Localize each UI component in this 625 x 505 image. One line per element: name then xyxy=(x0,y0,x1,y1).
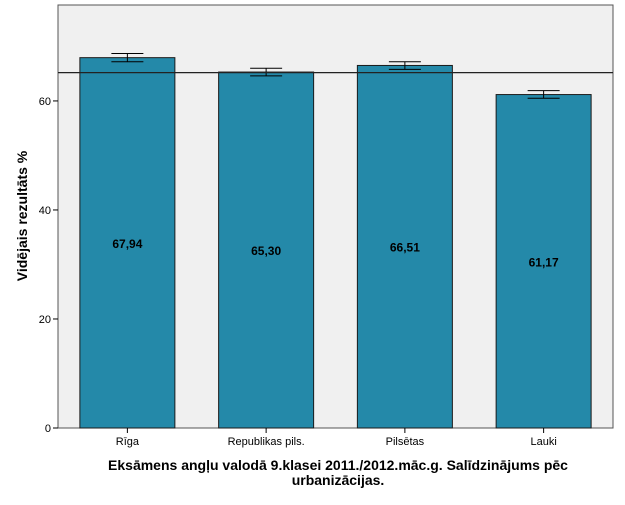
x-tick-label: Rīga xyxy=(116,436,140,448)
x-tick-label: Lauki xyxy=(530,436,556,448)
y-tick-label: 20 xyxy=(39,314,51,326)
y-tick-label: 40 xyxy=(39,205,51,217)
chart-title-line-1: Eksāmens angļu valodā 9.klasei 2011./201… xyxy=(108,457,568,473)
x-tick-label: Pilsētas xyxy=(386,436,425,448)
y-tick-label: 0 xyxy=(45,423,51,435)
data-label: 61,17 xyxy=(529,255,559,269)
data-label: 66,51 xyxy=(390,241,420,255)
bar-3 xyxy=(495,94,592,429)
chart-title-line-2: urbanizācijas. xyxy=(292,472,385,488)
data-label: 67,94 xyxy=(112,237,142,251)
data-label: 65,30 xyxy=(251,244,281,258)
x-tick-label: Republikas pils. xyxy=(228,436,305,448)
y-axis-label: Vidējais rezultāts % xyxy=(14,150,30,281)
bar-1 xyxy=(218,71,315,429)
y-tick-label: 60 xyxy=(39,96,51,108)
